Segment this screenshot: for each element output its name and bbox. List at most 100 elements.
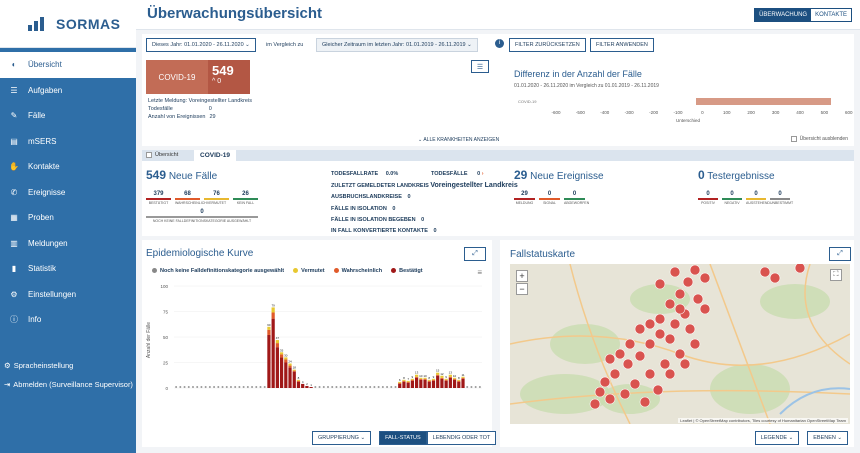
- epi-bar[interactable]: [292, 369, 296, 371]
- epi-bar[interactable]: [414, 376, 419, 378]
- layers-button[interactable]: EBENEN ⌄: [807, 431, 848, 445]
- legend-item[interactable]: Noch keine Falldefinitionskategorie ausg…: [152, 268, 284, 274]
- case-marker[interactable]: [674, 303, 686, 315]
- case-marker[interactable]: [589, 398, 601, 410]
- case-marker[interactable]: [654, 328, 666, 340]
- sidebar-item-kontakte[interactable]: ✋ Kontakte: [0, 154, 136, 180]
- case-marker[interactable]: [604, 393, 616, 405]
- epi-bar[interactable]: [398, 382, 402, 384]
- case-marker[interactable]: [699, 303, 711, 315]
- epi-bar[interactable]: [461, 376, 465, 378]
- case-marker[interactable]: [604, 353, 616, 365]
- epi-bar[interactable]: [431, 379, 436, 381]
- case-marker[interactable]: [634, 350, 646, 362]
- contacts-toggle-button[interactable]: KONTAKTE: [811, 9, 851, 21]
- epi-bar[interactable]: [402, 381, 406, 388]
- epi-bar[interactable]: [275, 343, 279, 348]
- show-all-diseases-link[interactable]: ⌄ ALLE KRANKHEITEN ANZEIGEN: [418, 137, 499, 143]
- case-marker[interactable]: [629, 378, 641, 390]
- case-marker[interactable]: [689, 264, 701, 276]
- epi-bar[interactable]: [436, 372, 440, 375]
- epi-bar[interactable]: [440, 375, 444, 378]
- epi-bar[interactable]: [292, 371, 296, 388]
- expand-icon[interactable]: ⤢: [829, 247, 851, 261]
- tab-overview[interactable]: Übersicht: [146, 152, 178, 158]
- epi-bar[interactable]: [267, 326, 271, 330]
- epi-bar[interactable]: [423, 378, 427, 380]
- sidebar-item-info[interactable]: ⓘ Info: [0, 307, 136, 333]
- epi-bar[interactable]: [288, 363, 292, 366]
- app-logo[interactable]: SORMAS: [0, 0, 136, 48]
- case-marker[interactable]: [669, 266, 681, 278]
- epi-bar[interactable]: [301, 383, 305, 388]
- hide-overview-checkbox[interactable]: Übersicht ausblenden: [790, 136, 848, 142]
- case-marker[interactable]: [639, 396, 651, 408]
- epi-bar[interactable]: [431, 380, 436, 388]
- case-marker[interactable]: [759, 266, 771, 278]
- period-select[interactable]: Dieses Jahr: 01.01.2020 - 26.11.2020 ⌄: [146, 38, 256, 52]
- legend-item[interactable]: Vermutet: [293, 268, 325, 274]
- case-marker[interactable]: [664, 298, 676, 310]
- legend-item[interactable]: Wahrscheinlich: [333, 268, 382, 274]
- epi-bar[interactable]: [440, 377, 444, 379]
- epi-bar[interactable]: [271, 307, 275, 313]
- case-marker[interactable]: [654, 313, 666, 325]
- epi-bar[interactable]: [309, 386, 313, 388]
- case-marker[interactable]: [622, 358, 634, 370]
- menu-icon[interactable]: ☰: [471, 60, 489, 73]
- epi-bar[interactable]: [423, 377, 427, 379]
- epi-bar[interactable]: [444, 378, 448, 380]
- epi-bar[interactable]: [267, 334, 271, 388]
- fullscreen-icon[interactable]: ⛶: [830, 269, 842, 281]
- epi-bar[interactable]: [406, 382, 410, 388]
- epi-bar[interactable]: [419, 378, 423, 380]
- epi-bar[interactable]: [427, 380, 431, 382]
- epi-bar[interactable]: [427, 379, 431, 381]
- epi-bar[interactable]: [296, 380, 301, 382]
- grouping-button[interactable]: GRUPPIERUNG ⌄: [312, 431, 372, 445]
- epi-bar[interactable]: [402, 379, 406, 381]
- sidebar-item-ereignisse[interactable]: ✆ Ereignisse: [0, 180, 136, 206]
- epi-bar[interactable]: [444, 380, 448, 388]
- case-marker[interactable]: [644, 368, 656, 380]
- epi-bar[interactable]: [419, 377, 423, 379]
- epi-bar[interactable]: [457, 379, 461, 381]
- case-marker[interactable]: [674, 348, 686, 360]
- epi-bar[interactable]: [444, 379, 448, 381]
- tab-covid[interactable]: COVID-19: [194, 150, 236, 161]
- epi-bar[interactable]: [398, 383, 402, 388]
- epi-bar[interactable]: [414, 377, 419, 388]
- epi-bar[interactable]: [284, 357, 288, 360]
- case-marker[interactable]: [654, 278, 666, 290]
- sidebar-item-msers[interactable]: ▤ mSERS: [0, 129, 136, 155]
- epi-bar[interactable]: [406, 380, 410, 382]
- case-marker[interactable]: [644, 318, 656, 330]
- epi-bar[interactable]: [271, 318, 275, 388]
- epi-bar[interactable]: [419, 379, 423, 388]
- epi-bar[interactable]: [410, 380, 414, 388]
- epi-bar[interactable]: [305, 385, 309, 388]
- epi-bar[interactable]: [461, 377, 465, 379]
- epi-bar[interactable]: [279, 357, 284, 388]
- epi-bar[interactable]: [448, 377, 452, 388]
- case-marker[interactable]: [614, 348, 626, 360]
- epi-bar[interactable]: [423, 379, 427, 388]
- epi-bar[interactable]: [296, 379, 301, 381]
- compare-period-select[interactable]: Gleicher Zeitraum im letzten Jahr: 01.01…: [316, 38, 478, 52]
- sidebar-item-übersicht[interactable]: ◐ Übersicht: [0, 52, 136, 78]
- case-marker[interactable]: [794, 264, 806, 274]
- epi-bar[interactable]: [431, 378, 436, 380]
- epi-bar[interactable]: [271, 312, 275, 319]
- epi-bar[interactable]: [288, 365, 292, 368]
- case-marker[interactable]: [682, 276, 694, 288]
- case-marker[interactable]: [634, 323, 646, 335]
- epi-bar[interactable]: [275, 340, 279, 344]
- epi-bar[interactable]: [452, 379, 457, 388]
- epi-bar[interactable]: [279, 354, 284, 358]
- epi-bar[interactable]: [452, 377, 457, 379]
- case-marker[interactable]: [684, 323, 696, 335]
- epi-bar[interactable]: [410, 379, 414, 381]
- info-icon[interactable]: i: [495, 39, 504, 48]
- expand-icon[interactable]: ⤢: [464, 247, 486, 261]
- epi-bar[interactable]: [410, 378, 414, 380]
